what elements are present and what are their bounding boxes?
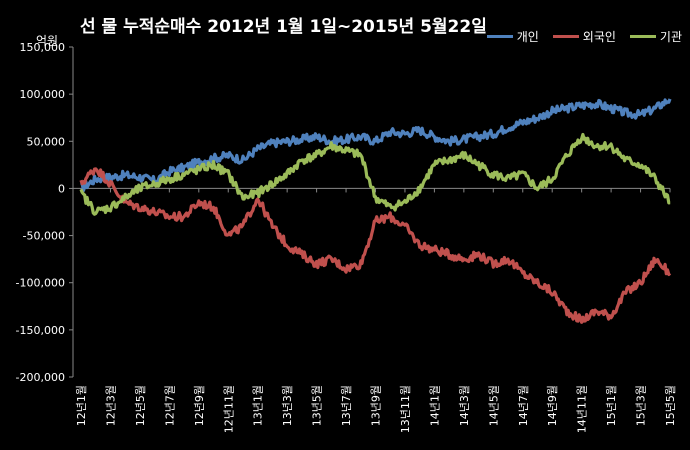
y-tick-label: 50,000 — [27, 135, 66, 148]
x-tick-label: 15년3월 — [635, 385, 648, 426]
x-tick-label: 15년1월 — [605, 385, 618, 426]
x-tick-label: 12년1월 — [75, 385, 88, 426]
x-tick-label: 13년5월 — [311, 385, 324, 426]
legend-swatch — [486, 35, 513, 38]
y-axis-unit-label: 억원 — [36, 34, 59, 48]
series-line-3 — [79, 132, 671, 216]
y-tick-label: -200,000 — [16, 371, 65, 384]
x-tick-label: 14년1월 — [428, 385, 441, 426]
legend-label: 기관 — [659, 30, 682, 44]
x-tick-label: 14년3월 — [458, 385, 471, 426]
x-tick-label: 13년7월 — [340, 385, 353, 426]
x-tick-label: 14년9월 — [546, 385, 559, 426]
x-tick-label: 13년9월 — [370, 385, 383, 426]
x-tick-label: 12년3월 — [104, 385, 117, 426]
legend-swatch — [552, 35, 579, 38]
y-tick-label: 0 — [58, 182, 65, 195]
x-tick-label: 12년5월 — [134, 385, 147, 426]
legend-label: 외국인 — [582, 30, 616, 44]
y-tick-label: -150,000 — [16, 324, 65, 337]
x-tick-label: 12년11월 — [222, 385, 235, 433]
y-tick-label: 150,000 — [20, 41, 66, 54]
x-tick-label: 12년7월 — [163, 385, 176, 426]
legend-item-1: 개인 — [486, 28, 539, 45]
legend-label: 개인 — [516, 30, 539, 44]
x-tick-label: 15년5월 — [664, 385, 677, 426]
x-tick-label: 14년7월 — [517, 385, 530, 426]
x-tick-label: 14년5월 — [487, 385, 500, 426]
series-line-2 — [79, 167, 672, 324]
x-tick-label: 12년9월 — [193, 385, 206, 426]
x-tick-label: 14년11월 — [576, 385, 589, 433]
legend: 개인 외국인 기관 — [486, 28, 682, 45]
y-tick-label: -100,000 — [16, 277, 65, 290]
y-tick-label: -50,000 — [23, 230, 65, 243]
legend-item-3: 기관 — [629, 28, 682, 45]
x-tick-label: 13년1월 — [252, 385, 265, 426]
x-tick-label: 13년11월 — [399, 385, 412, 433]
chart-title: 선 물 누적순매수 2012년 1월 1일~2015년 5월22일 — [80, 17, 487, 37]
y-tick-label: 100,000 — [20, 88, 66, 101]
legend-item-2: 외국인 — [552, 28, 616, 45]
legend-swatch — [629, 35, 656, 38]
x-tick-label: 13년3월 — [281, 385, 294, 426]
series-line-1 — [79, 98, 672, 193]
